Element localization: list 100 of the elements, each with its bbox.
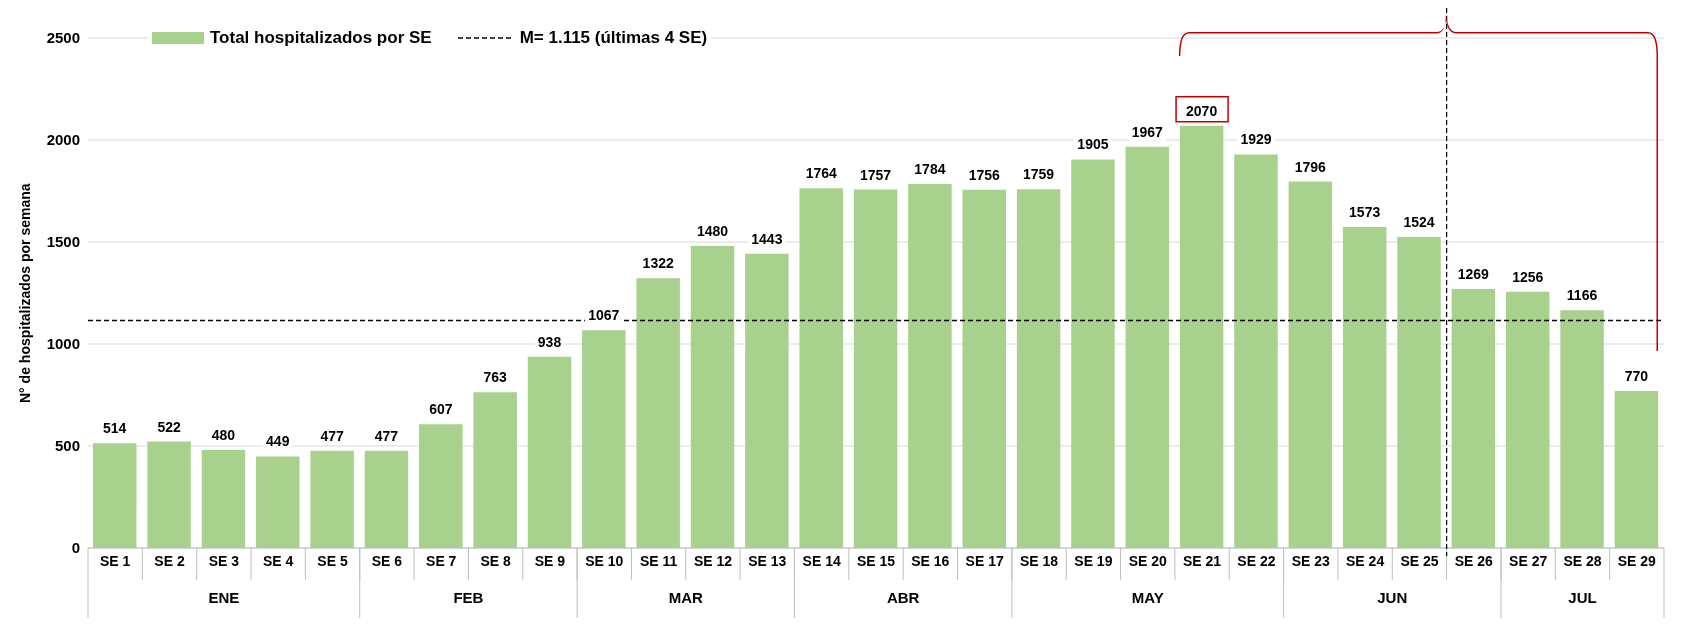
text: ABR (886, 589, 920, 606)
y-tick-label: 1500 (46, 233, 80, 251)
x-tick-label: SE 5 (317, 552, 348, 569)
data-label: 477 (374, 427, 399, 444)
bar (527, 356, 572, 548)
x-tick-label: SE 17 (965, 552, 1004, 569)
bar (962, 189, 1006, 548)
x-tick-label: SE 3 (208, 552, 240, 569)
bar (636, 278, 680, 548)
data-label: 1905 (1077, 136, 1109, 153)
data-label: 1166 (1566, 287, 1598, 304)
x-tick-label: SE 21 (1183, 552, 1222, 569)
data-label: 938 (537, 333, 562, 350)
x-tick-label: SE 2 (154, 552, 185, 569)
bar (93, 443, 137, 548)
x-tick-label: SE 24 (1346, 552, 1385, 569)
data-label: 1756 (968, 166, 1001, 183)
bar (1071, 159, 1115, 548)
x-tick-label: SE 28 (1563, 552, 1602, 569)
bar (582, 330, 626, 548)
text: MAR (668, 589, 704, 606)
data-label: 1269 (1457, 266, 1490, 283)
x-tick-label: SE 8 (480, 552, 511, 569)
data-label: 1764 (805, 165, 837, 182)
data-label: 1256 (1512, 268, 1544, 285)
bar (1125, 146, 1170, 548)
x-tick-label: SE 1 (99, 552, 131, 569)
y-tick-label: 2500 (46, 29, 80, 47)
bar (690, 246, 735, 548)
data-label: 1757 (859, 166, 892, 183)
bar (256, 456, 300, 548)
y-axis-title: N° de hospitalizados por semana (16, 183, 33, 403)
legend-label: M= 1.115 (últimas 4 SE) (519, 28, 708, 48)
bar (745, 253, 789, 548)
x-tick-label: SE 14 (802, 552, 841, 569)
bar (799, 188, 843, 548)
bar (201, 450, 246, 548)
data-label: 2070 (1186, 102, 1218, 119)
x-tick-label: SE 11 (639, 552, 678, 569)
text: FEB (453, 589, 484, 606)
x-tick-label: SE 20 (1128, 552, 1168, 569)
y-tick-label: 500 (54, 437, 80, 455)
bar (1234, 154, 1278, 548)
bar (853, 189, 898, 548)
data-label: 1573 (1349, 204, 1381, 221)
x-tick-label: SE 23 (1291, 552, 1331, 569)
bar (419, 424, 463, 548)
x-tick-label: SE 19 (1074, 552, 1113, 569)
bar (1614, 390, 1659, 548)
bar (473, 392, 517, 548)
data-label: 1784 (914, 161, 946, 178)
data-label: 449 (266, 433, 290, 450)
x-tick-label: SE 12 (693, 552, 733, 569)
x-tick-label: SE 9 (534, 552, 566, 569)
data-label: 1759 (1023, 166, 1055, 183)
x-tick-label: SE 25 (1400, 552, 1439, 569)
bar (1451, 289, 1496, 548)
text: JUN (1377, 589, 1408, 606)
data-label: 1796 (1294, 158, 1327, 175)
bar (1505, 291, 1550, 548)
text: ENE (208, 589, 240, 606)
y-tick-label: 1000 (46, 335, 80, 353)
x-tick-label: SE 4 (263, 552, 294, 569)
bar (1397, 237, 1441, 548)
x-tick-label: SE 6 (371, 552, 403, 569)
y-tick-label: 2000 (46, 131, 80, 149)
data-label: 477 (320, 427, 345, 444)
bar (1288, 181, 1333, 548)
bar (310, 450, 354, 548)
x-tick-label: SE 18 (1019, 552, 1059, 569)
data-label: 1480 (696, 223, 729, 240)
data-label: 1524 (1403, 214, 1435, 231)
x-tick-label: SE 22 (1237, 552, 1276, 569)
text: MAY (1131, 589, 1164, 606)
bar (1016, 189, 1061, 548)
text: JUL (1568, 589, 1597, 606)
x-tick-label: SE 29 (1617, 552, 1657, 569)
bar (1179, 125, 1224, 548)
data-label: 1067 (588, 307, 620, 324)
data-label: 522 (157, 418, 181, 435)
data-label: 1443 (751, 230, 783, 247)
x-tick-label: SE 16 (911, 552, 950, 569)
y-tick-label: 0 (71, 539, 80, 557)
bar (1560, 310, 1604, 548)
data-label: 1929 (1240, 131, 1272, 148)
bar (1342, 227, 1387, 548)
x-tick-label: SE 27 (1509, 552, 1548, 569)
x-tick-label: SE 26 (1454, 552, 1494, 569)
bar (908, 184, 952, 548)
legend-label: Total hospitalizados por SE (210, 28, 432, 48)
x-tick-label: SE 7 (426, 552, 457, 569)
x-tick-label: SE 13 (748, 552, 787, 569)
data-label: 1967 (1131, 123, 1164, 140)
data-label: 480 (211, 427, 236, 444)
data-label: 607 (429, 401, 453, 418)
data-label: 763 (483, 369, 508, 386)
data-label: 1322 (642, 255, 674, 272)
data-label: 514 (103, 420, 127, 437)
bar (147, 441, 191, 548)
x-tick-label: SE 10 (585, 552, 624, 569)
